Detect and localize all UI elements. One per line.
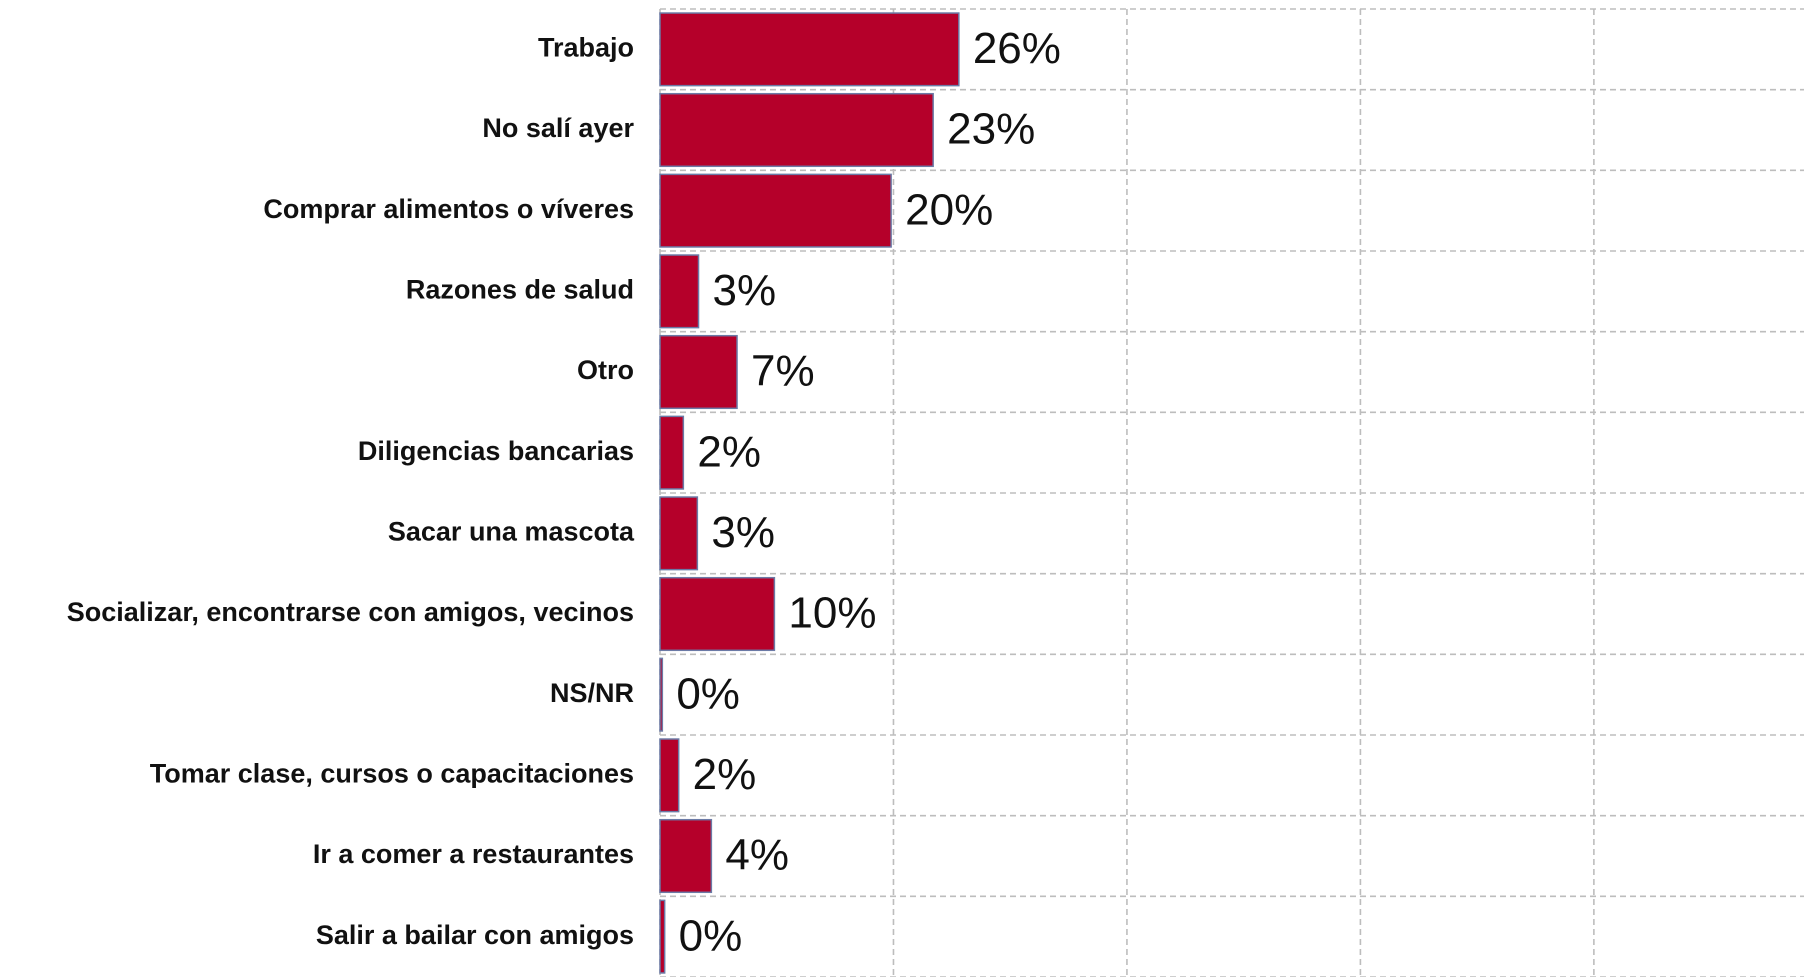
bar (659, 173, 892, 248)
category-label: NS/NR (550, 678, 634, 708)
bar (659, 738, 680, 813)
category-label: Diligencias bancarias (358, 436, 634, 466)
category-label: Comprar alimentos o víveres (263, 194, 634, 224)
value-label: 4% (725, 831, 789, 880)
bar (659, 818, 713, 894)
category-label: Salir a bailar con amigos (316, 920, 634, 950)
category-label: Trabajo (538, 32, 634, 62)
bar (659, 576, 776, 652)
bar (659, 899, 666, 974)
value-label: 23% (947, 105, 1035, 154)
value-label: 10% (788, 589, 876, 638)
category-label: Tomar clase, cursos o capacitaciones (150, 758, 634, 788)
category-label: Sacar una mascota (388, 516, 635, 546)
value-label: 0% (676, 669, 740, 718)
category-label: Razones de salud (406, 274, 634, 304)
value-label: 0% (679, 911, 743, 960)
category-label: Socializar, encontrarse con amigos, veci… (67, 597, 634, 627)
value-label: 3% (713, 266, 777, 315)
bar (659, 334, 738, 410)
value-label: 2% (693, 750, 757, 799)
value-label: 2% (697, 427, 761, 476)
value-label: 3% (711, 508, 775, 557)
category-label: Ir a comer a restaurantes (313, 839, 634, 869)
category-label: Otro (577, 355, 634, 385)
category-label: No salí ayer (482, 113, 634, 143)
bar (659, 415, 685, 490)
bar (659, 12, 960, 87)
value-label: 7% (751, 347, 815, 396)
bar (659, 496, 699, 571)
value-label: 26% (973, 24, 1061, 73)
bar (659, 657, 664, 732)
bar (659, 254, 700, 329)
value-label: 20% (905, 185, 993, 234)
bar (659, 92, 934, 168)
